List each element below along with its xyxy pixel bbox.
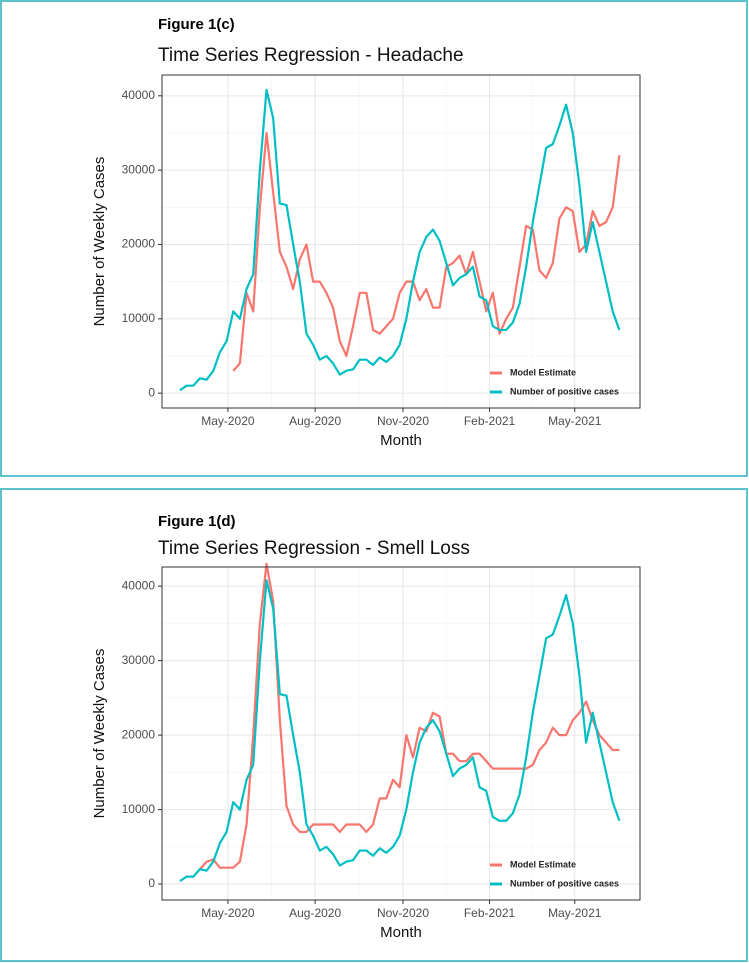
legend-label: Model Estimate [510,859,576,869]
y-tick-label: 20000 [122,727,156,741]
plot-background [162,75,640,408]
x-tick-label: Aug-2020 [289,906,341,920]
chart-title: Time Series Regression - Smell Loss [158,538,470,559]
y-tick-label: 0 [148,876,155,890]
y-tick-label: 10000 [122,802,156,816]
x-tick-label: Feb-2021 [464,906,516,920]
y-tick-label: 30000 [122,653,156,667]
x-tick-label: May-2020 [201,906,255,920]
x-tick-label: May-2021 [548,906,602,920]
x-axis-title: Month [380,432,422,449]
figure-label: Figure 1(d) [158,513,236,530]
y-tick-label: 30000 [122,162,156,176]
legend-label: Number of positive cases [510,878,619,888]
x-tick-label: Nov-2020 [377,906,429,920]
x-tick-label: Aug-2020 [289,414,341,428]
y-axis-title: Number of Weekly Cases [91,649,108,819]
figure-label: Figure 1(c) [158,16,235,33]
y-tick-label: 40000 [122,578,156,592]
x-axis-title: Month [380,924,422,941]
plot-border [161,74,641,409]
y-tick-label: 40000 [122,88,156,102]
legend-label: Model Estimate [510,367,576,377]
legend-label: Number of positive cases [510,386,619,396]
y-tick-label: 10000 [122,311,156,325]
y-tick-label: 20000 [122,237,156,251]
x-tick-label: Nov-2020 [377,414,429,428]
plot-background [162,567,640,900]
chart-title: Time Series Regression - Headache [158,45,464,66]
series-line [199,562,620,870]
y-tick-label: 0 [148,385,155,399]
x-tick-label: Feb-2021 [464,414,516,428]
series-line [179,88,621,392]
series-line [179,579,621,882]
x-tick-label: May-2020 [201,414,255,428]
plot-border [161,566,641,901]
y-axis-title: Number of Weekly Cases [91,157,108,327]
x-tick-label: May-2021 [548,414,602,428]
